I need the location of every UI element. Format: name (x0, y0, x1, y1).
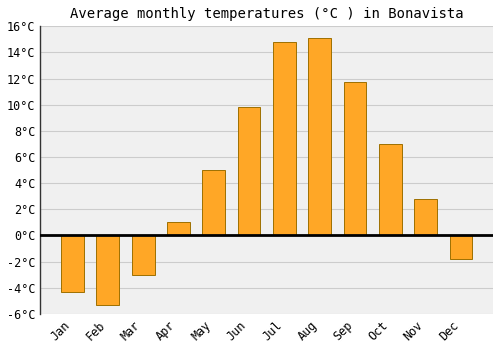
Bar (238, 107, 260, 236)
Bar (450, 236, 472, 259)
Bar (167, 222, 190, 236)
Bar (96, 236, 119, 305)
Bar (132, 236, 154, 275)
Bar (61, 236, 84, 292)
Bar (273, 42, 296, 236)
Bar (308, 38, 331, 236)
Bar (202, 170, 225, 236)
Bar (414, 199, 437, 236)
Title: Average monthly temperatures (°C ) in Bonavista: Average monthly temperatures (°C ) in Bo… (70, 7, 464, 21)
Bar (344, 83, 366, 236)
Bar (379, 144, 402, 236)
